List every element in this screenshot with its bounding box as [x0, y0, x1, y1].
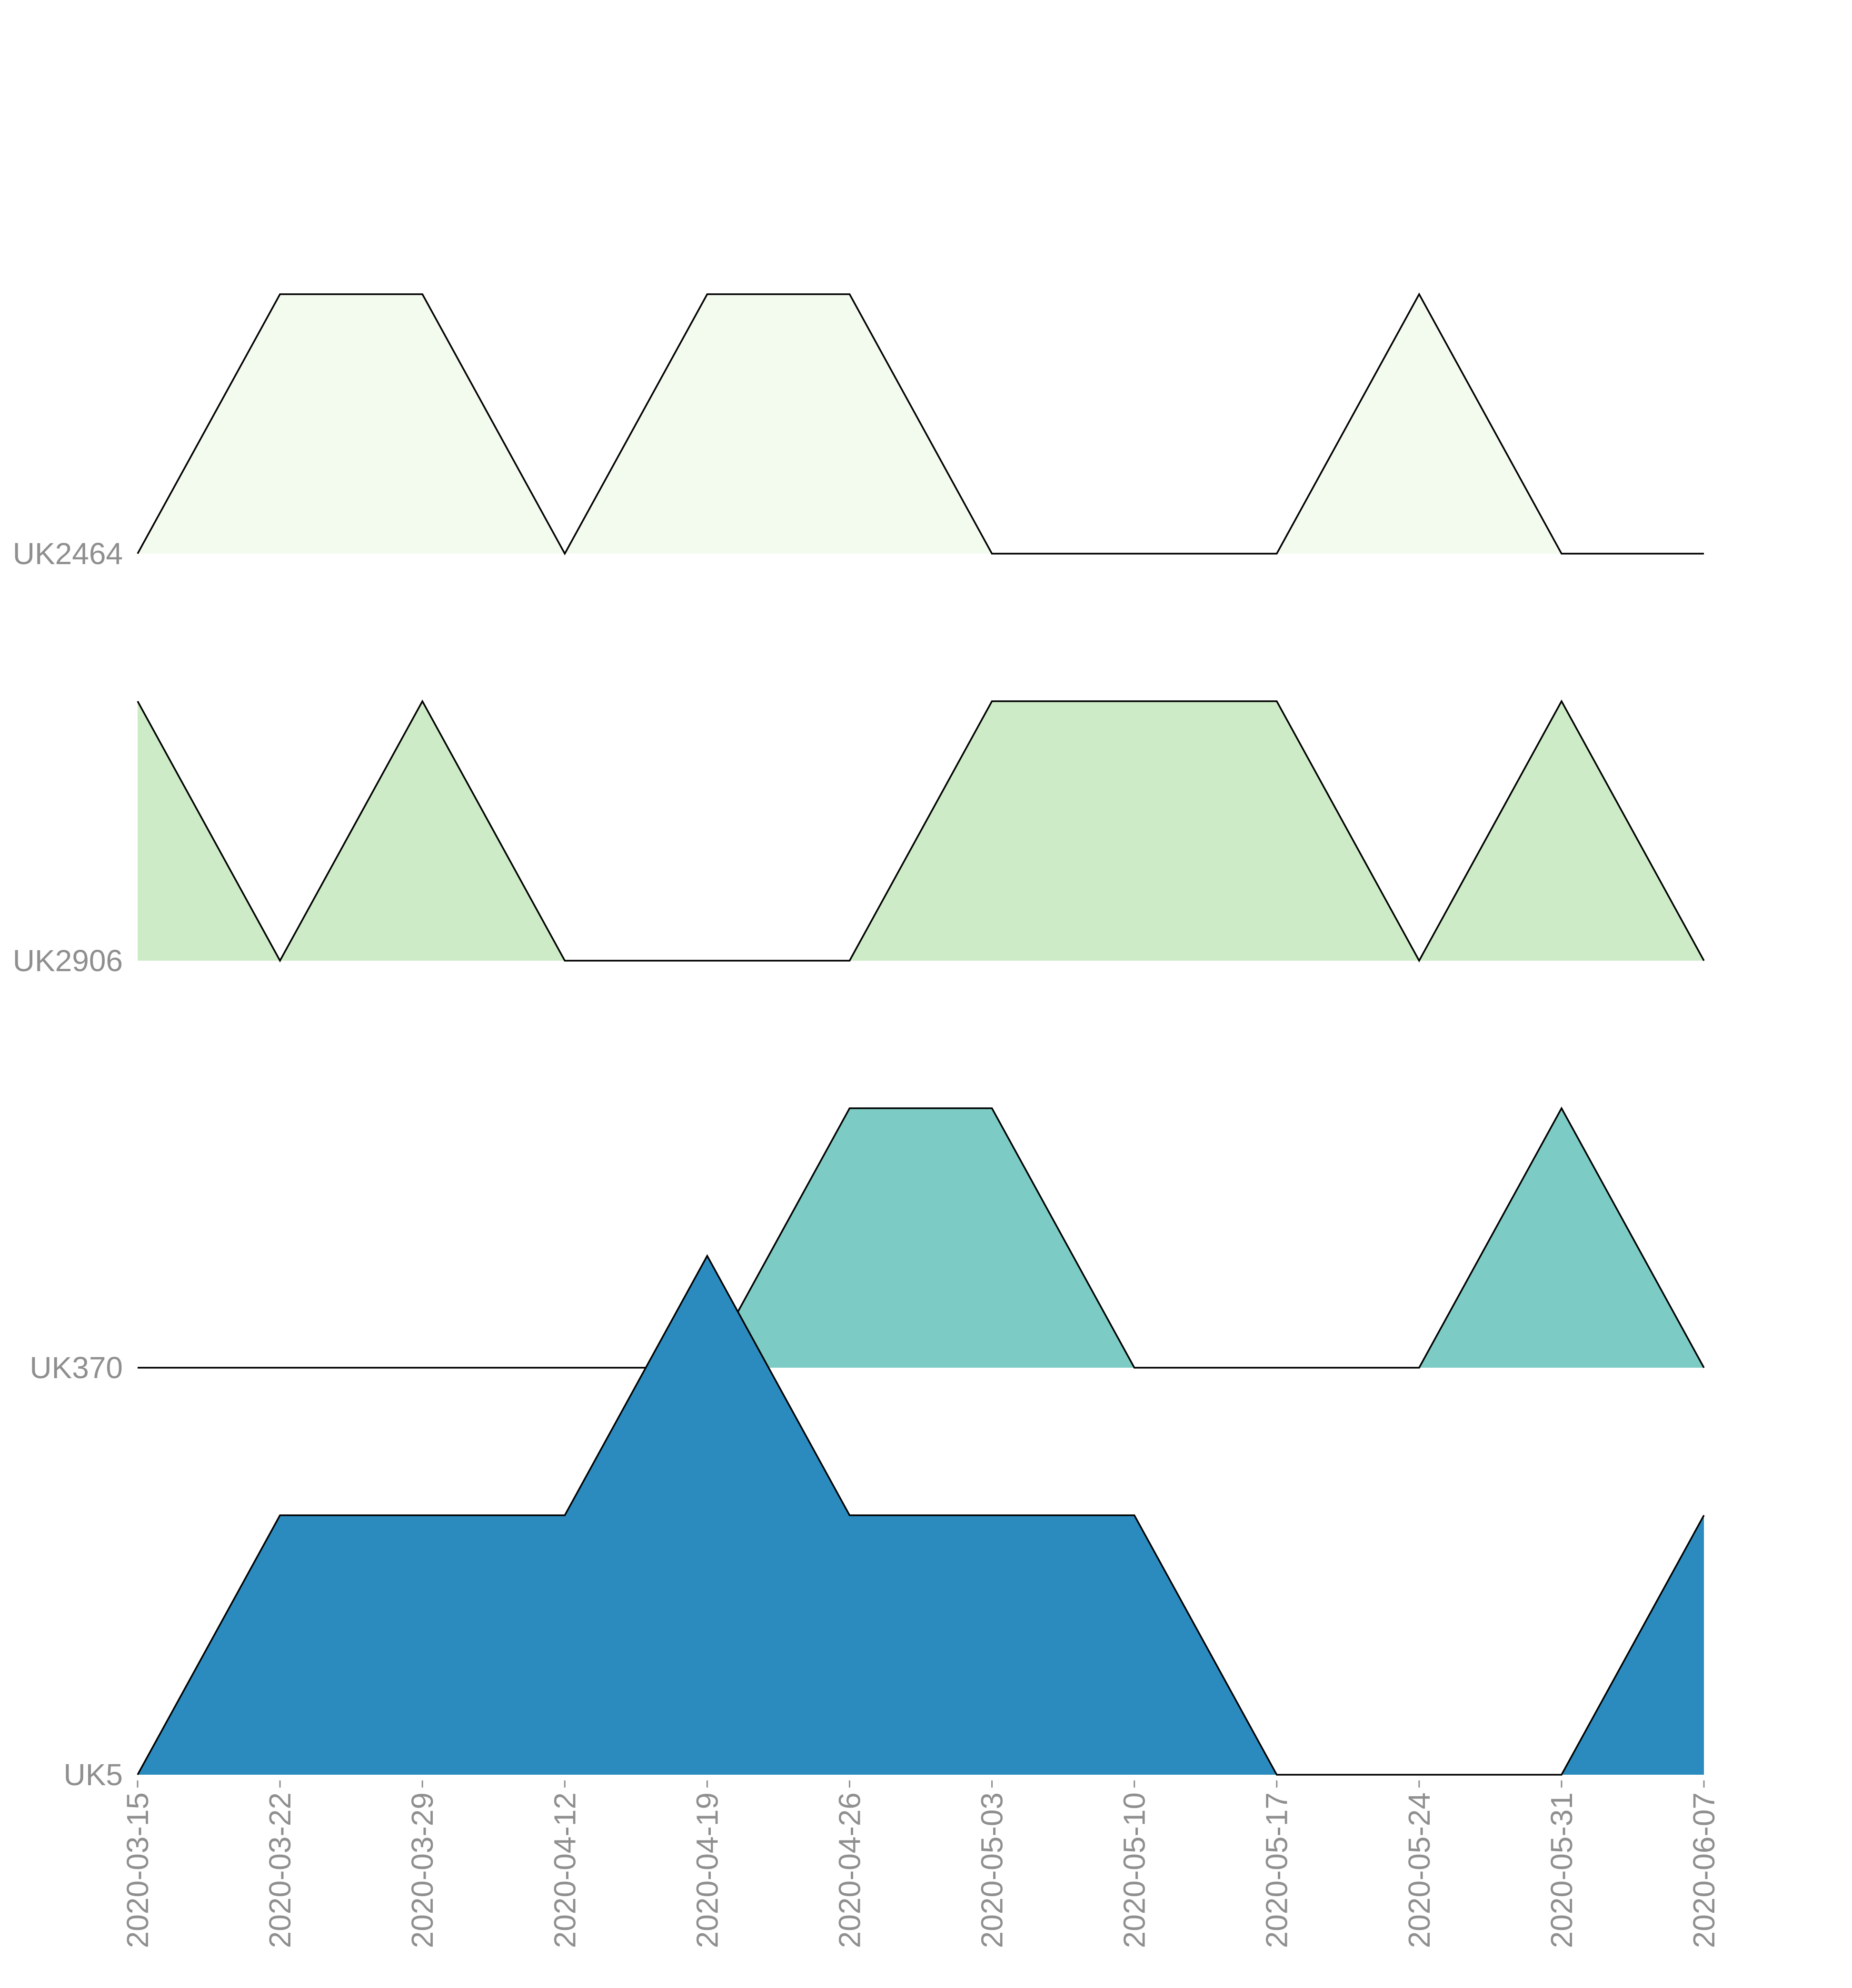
ridge-area-uk370 [138, 1108, 1704, 1368]
ridge-line-uk370 [138, 1106, 1705, 1369]
ridge-areas [137, 292, 1705, 1776]
ridge-uk5 [137, 1254, 1705, 1776]
x-tick-label: 2020-04-26 [832, 1792, 866, 1948]
x-axis: 2020-03-15 2020-03-22 2020-03-29 2020-04-12… [120, 1780, 1721, 1948]
ridge-line-uk5 [137, 1254, 1705, 1776]
x-tick-label: 2020-03-29 [405, 1792, 439, 1948]
x-tick-label: 2020-05-17 [1260, 1792, 1294, 1948]
x-tick-label: 2020-05-10 [1117, 1792, 1152, 1948]
x-tick-label: 2020-04-12 [548, 1792, 582, 1948]
y-tick-label: UK2464 [13, 537, 123, 571]
y-axis: UK2464 UK2906 UK370 UK5 [13, 537, 123, 1792]
ridge-uk370 [138, 1106, 1705, 1369]
x-tick-label: 2020-05-24 [1402, 1792, 1436, 1948]
x-tick-label: 2020-03-22 [263, 1792, 297, 1948]
ridge-line-uk2906 [137, 699, 1705, 963]
x-tick-label: 2020-05-31 [1544, 1792, 1579, 1948]
x-tick-label: 2020-05-03 [975, 1792, 1009, 1948]
x-tick-label: 2020-04-19 [690, 1792, 724, 1948]
ridge-uk2906 [137, 699, 1705, 963]
ridge-uk2464 [137, 292, 1704, 556]
ridge-line-uk2464 [137, 292, 1704, 556]
x-tick-label: 2020-03-15 [120, 1792, 155, 1948]
y-tick-label: UK370 [30, 1351, 123, 1385]
y-tick-label: UK2906 [13, 944, 123, 978]
x-tick-label: 2020-06-07 [1687, 1792, 1721, 1948]
y-tick-label: UK5 [64, 1758, 123, 1792]
